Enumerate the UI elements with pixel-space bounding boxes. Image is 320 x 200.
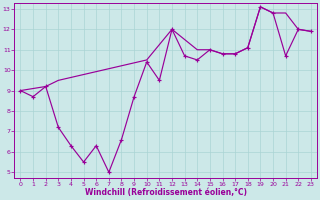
- X-axis label: Windchill (Refroidissement éolien,°C): Windchill (Refroidissement éolien,°C): [85, 188, 247, 197]
